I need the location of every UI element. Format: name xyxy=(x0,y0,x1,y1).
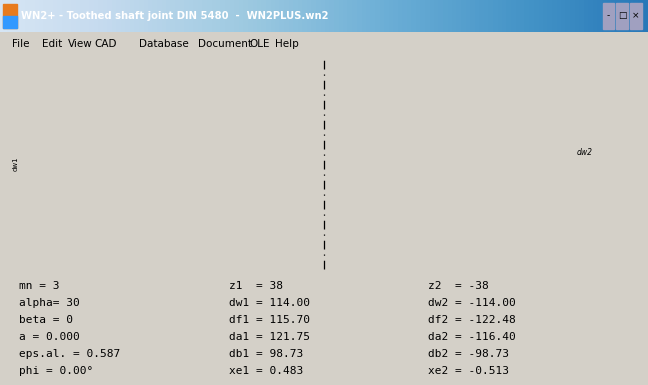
Text: z1  = 38: z1 = 38 xyxy=(229,281,283,291)
Text: View: View xyxy=(68,39,93,49)
Text: Database: Database xyxy=(139,39,189,49)
Text: da1 = 121.75: da1 = 121.75 xyxy=(229,332,310,342)
Text: df1 = 115.70: df1 = 115.70 xyxy=(229,315,310,325)
Text: Edit: Edit xyxy=(42,39,62,49)
Text: Document: Document xyxy=(198,39,251,49)
Text: dw1 = 114.00: dw1 = 114.00 xyxy=(229,298,310,308)
Text: WN2+ - Toothed shaft joint DIN 5480  -  WN2PLUS.wn2: WN2+ - Toothed shaft joint DIN 5480 - WN… xyxy=(21,10,329,20)
Text: -: - xyxy=(607,11,610,20)
Text: xe2 = -0.513: xe2 = -0.513 xyxy=(428,366,509,376)
Text: a = 0.000: a = 0.000 xyxy=(19,332,80,342)
Bar xyxy=(3,4,17,28)
Text: File: File xyxy=(12,39,29,49)
Text: dw2: dw2 xyxy=(577,148,593,157)
Text: db2 = -98.73: db2 = -98.73 xyxy=(428,349,509,359)
Text: Help: Help xyxy=(275,39,299,49)
Bar xyxy=(616,3,628,29)
Text: □: □ xyxy=(618,11,627,20)
Text: OLE: OLE xyxy=(249,39,270,49)
Bar xyxy=(603,3,614,29)
Text: dw2 = -114.00: dw2 = -114.00 xyxy=(428,298,516,308)
Text: df2 = -122.48: df2 = -122.48 xyxy=(428,315,516,325)
Text: xe1 = 0.483: xe1 = 0.483 xyxy=(229,366,303,376)
Text: dw1: dw1 xyxy=(13,156,19,171)
Bar xyxy=(630,3,642,29)
Text: db1 = 98.73: db1 = 98.73 xyxy=(229,349,303,359)
Text: mn = 3: mn = 3 xyxy=(19,281,60,291)
Text: ×: × xyxy=(632,11,640,20)
Text: alpha= 30: alpha= 30 xyxy=(19,298,80,308)
Bar xyxy=(3,16,17,28)
Text: phi = 0.00°: phi = 0.00° xyxy=(19,366,93,376)
Text: eps.al. = 0.587: eps.al. = 0.587 xyxy=(19,349,121,359)
Text: CAD: CAD xyxy=(94,39,117,49)
Text: z2  = -38: z2 = -38 xyxy=(428,281,489,291)
Text: da2 = -116.40: da2 = -116.40 xyxy=(428,332,516,342)
Text: beta = 0: beta = 0 xyxy=(19,315,73,325)
